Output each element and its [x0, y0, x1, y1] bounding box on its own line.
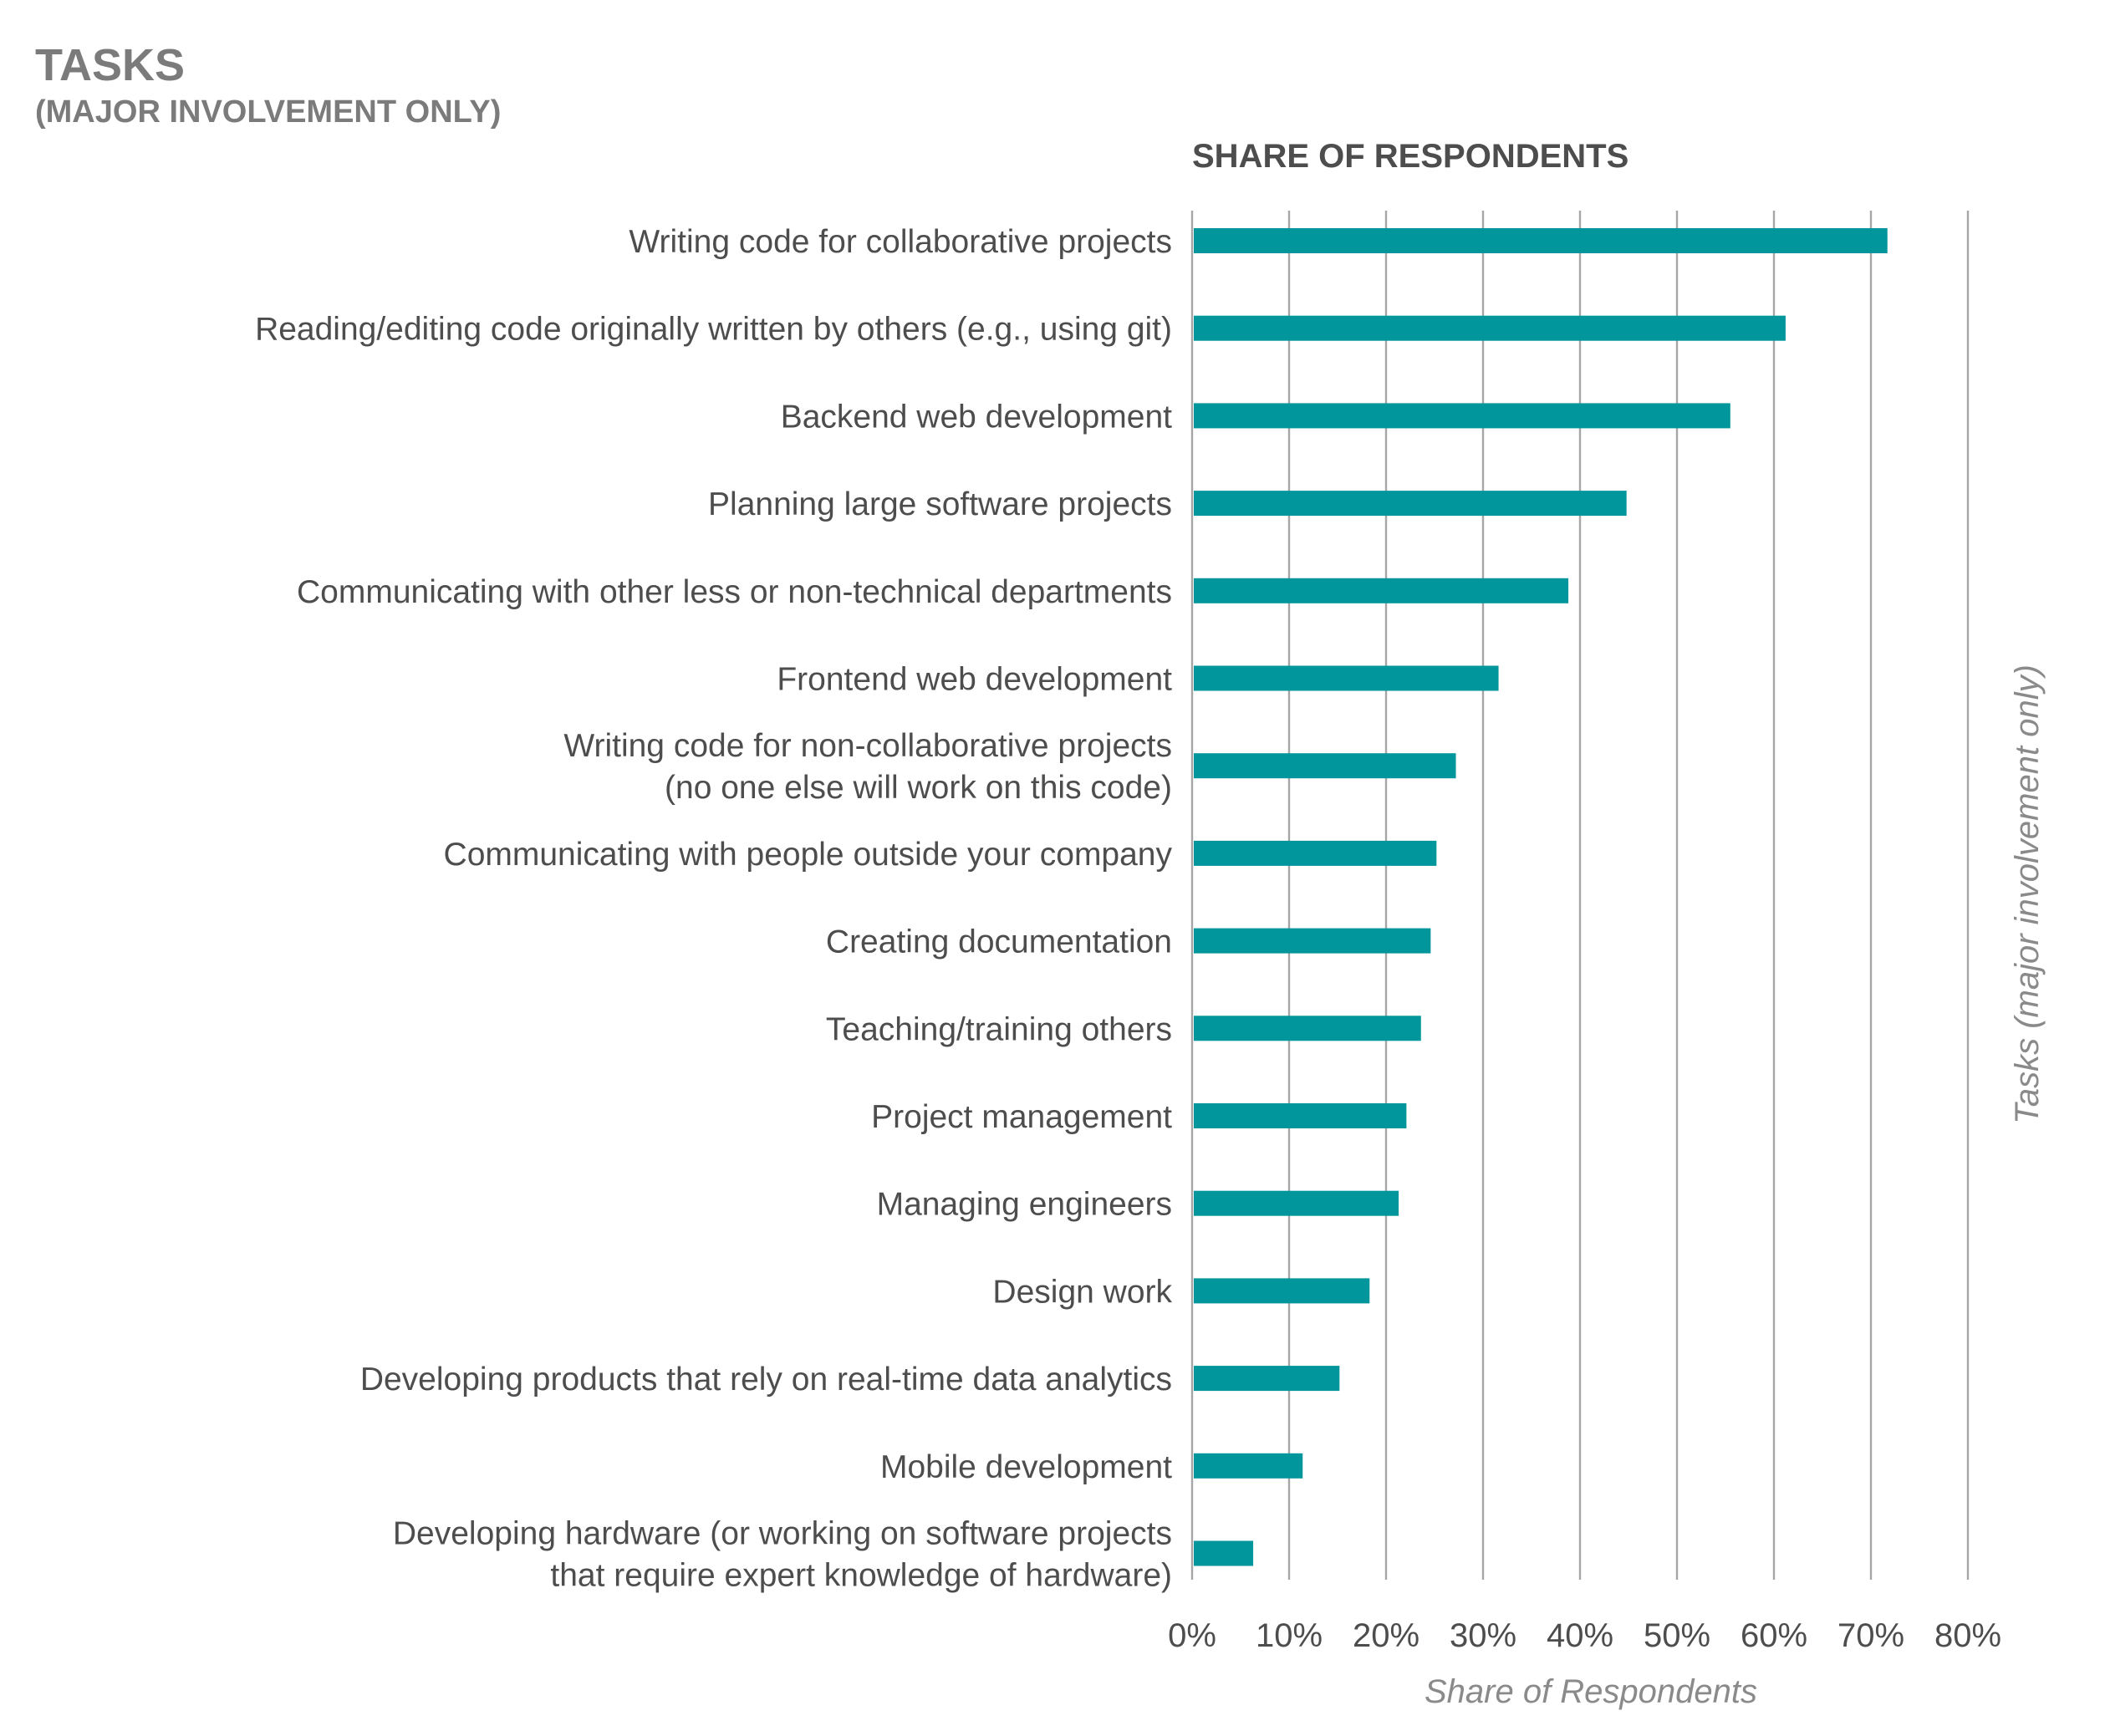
- x-tick-label: 50%: [1644, 1617, 1710, 1654]
- chart-subtitle: (MAJOR INVOLVEMENT ONLY): [35, 94, 501, 130]
- category-labels: Writing code for collaborative projects R…: [255, 224, 1172, 1594]
- category-label: Reading/editing code originally written …: [255, 312, 1172, 348]
- gridlines: [1190, 211, 1970, 1580]
- category-label: Creating documentation: [826, 924, 1172, 960]
- bar: [1194, 665, 1499, 691]
- x-tick-label: 30%: [1450, 1617, 1516, 1654]
- category-label: Backend web development: [781, 399, 1172, 435]
- category-label: Managing engineers: [877, 1187, 1172, 1223]
- chart-title: TASKS: [35, 40, 185, 90]
- x-tick-labels: 0% 10% 20% 30% 40% 50% 60% 70% 80%: [1168, 1617, 2001, 1654]
- category-label: Writing code for non-collaborative proje…: [563, 728, 1172, 764]
- bar: [1194, 1453, 1303, 1479]
- bar: [1194, 578, 1569, 603]
- bar: [1194, 753, 1456, 779]
- category-label: Writing code for collaborative projects: [629, 224, 1172, 260]
- x-axis-label: Share of Respondents: [1425, 1673, 1757, 1710]
- category-label: Communicating with other less or non-tec…: [297, 574, 1172, 610]
- bar: [1194, 840, 1437, 866]
- category-label: (no one else will work on this code): [665, 770, 1172, 806]
- category-label: Communicating with people outside your c…: [444, 837, 1173, 873]
- y-axis-label: Tasks (major involvement only): [2009, 664, 2046, 1124]
- bar: [1194, 1540, 1254, 1566]
- x-tick-label: 40%: [1547, 1617, 1613, 1654]
- category-label: Frontend web development: [777, 662, 1172, 698]
- category-label: Planning large software projects: [708, 486, 1172, 522]
- x-tick-label: 80%: [1934, 1617, 2001, 1654]
- x-tick-label: 70%: [1837, 1617, 1904, 1654]
- bar: [1194, 403, 1730, 429]
- category-label: Mobile development: [880, 1449, 1172, 1485]
- x-tick-label: 0%: [1168, 1617, 1216, 1654]
- category-label: Teaching/training others: [826, 1011, 1172, 1047]
- bar: [1194, 315, 1786, 341]
- bar: [1194, 1366, 1340, 1392]
- bar: [1194, 1278, 1370, 1304]
- category-label: Developing products that rely on real-ti…: [360, 1362, 1172, 1397]
- x-tick-label: 10%: [1256, 1617, 1323, 1654]
- category-label: that require expert knowledge of hardwar…: [550, 1558, 1172, 1594]
- x-tick-label: 20%: [1353, 1617, 1419, 1654]
- category-label: Project management: [871, 1099, 1172, 1135]
- bar: [1194, 1103, 1407, 1128]
- bar: [1194, 928, 1431, 954]
- bars: [1194, 228, 1888, 1566]
- category-label: Design work: [992, 1274, 1172, 1310]
- bar: [1194, 491, 1627, 517]
- bar: [1194, 228, 1888, 253]
- bar: [1194, 1190, 1399, 1216]
- x-tick-label: 60%: [1741, 1617, 1807, 1654]
- category-label: Developing hardware (or working on softw…: [393, 1516, 1172, 1552]
- bar: [1194, 1016, 1421, 1041]
- column-heading: SHARE OF RESPONDENTS: [1192, 138, 1628, 175]
